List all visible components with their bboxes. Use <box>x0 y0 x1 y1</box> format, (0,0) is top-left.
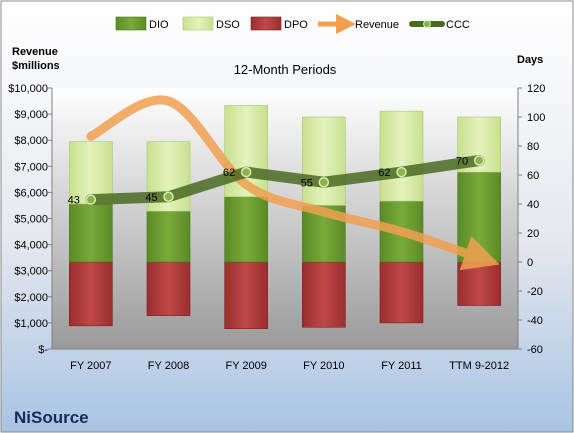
bar-dpo <box>146 261 191 316</box>
legend-label: Revenue <box>355 19 399 31</box>
right-tick-label: -40 <box>527 315 543 327</box>
bar-dpo <box>69 261 113 327</box>
bar-dio <box>69 203 113 263</box>
bar-dpo <box>457 261 501 306</box>
bar-dio <box>146 210 191 263</box>
left-tick-label: $4,000 <box>14 240 48 252</box>
right-tick-label: 20 <box>527 228 539 240</box>
right-tick-label: -20 <box>527 286 543 298</box>
left-tick-label: $5,000 <box>14 214 48 226</box>
plot-area <box>52 88 518 349</box>
x-tick-label: FY 2007 <box>70 360 111 372</box>
ccc-data-label: 45 <box>145 192 157 204</box>
legend-label: CCC <box>446 19 470 31</box>
left-tick-label: $9,000 <box>14 109 48 121</box>
ccc-data-label: 43 <box>68 195 80 207</box>
left-tick-label: $6,000 <box>14 187 48 199</box>
left-axis-title-line2: $millions <box>12 60 60 72</box>
right-tick-label: -60 <box>527 344 543 356</box>
right-tick-label: 100 <box>527 112 545 124</box>
company-name: NiSource <box>14 408 89 427</box>
right-tick-label: 40 <box>527 199 539 211</box>
legend-swatch <box>182 16 214 31</box>
x-tick-label: TTM 9-2012 <box>449 360 509 372</box>
ccc-data-label: 62 <box>378 167 390 179</box>
ccc-data-label: 70 <box>456 156 468 168</box>
legend-swatch <box>250 16 282 31</box>
ccc-point <box>85 194 97 205</box>
left-tick-label: $- <box>38 344 48 356</box>
legend-swatch <box>115 16 147 31</box>
left-tick-label: $3,000 <box>14 266 48 278</box>
right-tick-label: 0 <box>527 257 533 269</box>
legend-label: DPO <box>284 19 308 31</box>
chart-title: 12-Month Periods <box>234 62 337 77</box>
ccc-point <box>163 191 174 202</box>
right-tick-label: 60 <box>527 170 539 182</box>
x-tick-label: FY 2009 <box>225 360 266 372</box>
legend-label: DSO <box>216 19 240 31</box>
left-tick-label: $7,000 <box>14 161 48 173</box>
right-tick-label: 80 <box>527 141 539 153</box>
legend-label: DIO <box>149 19 169 31</box>
ccc-point <box>318 177 330 188</box>
ccc-data-label: 62 <box>223 167 235 179</box>
x-tick-label: FY 2008 <box>148 360 189 372</box>
bar-dpo <box>224 261 268 329</box>
bar-dio <box>224 196 268 263</box>
ccc-point <box>473 155 485 166</box>
right-tick-label: 120 <box>527 83 545 95</box>
left-tick-label: $2,000 <box>14 292 48 304</box>
bar-dso <box>379 110 424 202</box>
ccc-data-label: 55 <box>301 177 313 189</box>
left-tick-label: $1,000 <box>14 318 48 330</box>
right-axis-title: Days <box>517 54 543 66</box>
x-tick-label: FY 2010 <box>303 360 344 372</box>
ccc-point <box>396 166 407 178</box>
left-tick-label: $10,000 <box>8 83 48 95</box>
right-axis: -60 -40 -20 0 20 40 60 80 100 120 <box>517 83 545 356</box>
ccc-point <box>240 166 252 178</box>
bar-dso <box>302 116 346 206</box>
ccc-line <box>85 155 485 206</box>
lines: 43 45 62 55 62 70 <box>68 95 500 271</box>
left-axis-title-line1: Revenue <box>12 46 58 58</box>
x-tick-label: FY 2011 <box>381 360 422 372</box>
left-axis: $- $1,000 $2,000 $3,000 $4,000 $5,000 $6,000 $7… <box>8 83 53 356</box>
bar-dpo <box>379 261 424 324</box>
bar-dpo <box>302 261 346 328</box>
legend: DIO DSO DPO Revenue CCC <box>115 14 470 34</box>
legend-swatch-dot <box>423 20 431 28</box>
revenue-line <box>86 95 500 271</box>
x-axis: FY 2007 FY 2008 FY 2009 FY 2010 FY 2011 TTM 9… <box>52 348 518 372</box>
left-tick-label: $8,000 <box>14 135 48 147</box>
